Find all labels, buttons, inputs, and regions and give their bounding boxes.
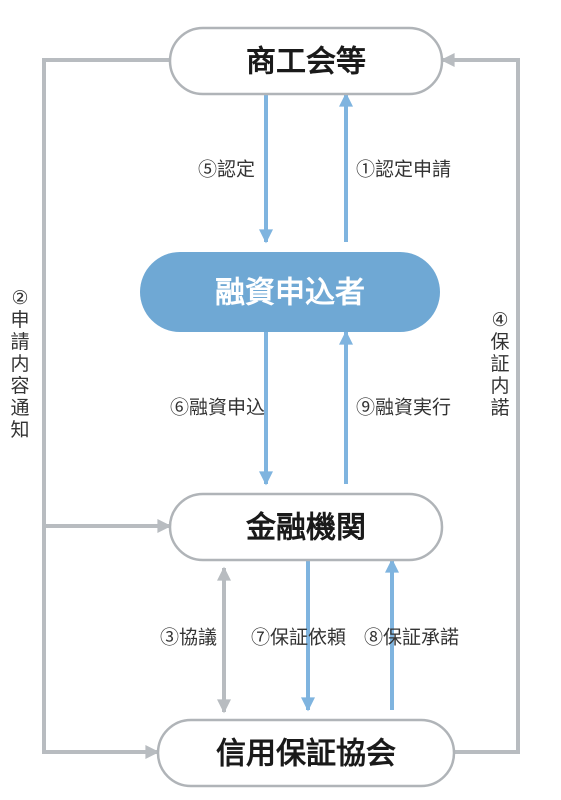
edge-label-a3: ③協議 bbox=[160, 627, 217, 649]
flow-arrow-p1 bbox=[44, 526, 158, 752]
node-label-moushikomi: 融資申込者 bbox=[215, 277, 365, 310]
edge-label-a7: ⑦保証依頼 bbox=[251, 627, 346, 649]
node-shokokai: 商工会等 bbox=[170, 28, 442, 94]
flow-diagram: ②申請内容通知 ④保証内諾 ⑤認定 ①認定申請 ⑥融資申込 ⑨融資実行 ③協議 ⑦保証依頼 ⑧保… bbox=[0, 0, 561, 800]
edge-label-a2: ②申請内容通知 bbox=[10, 288, 29, 441]
edge-label-a8: ⑧保証承諾 bbox=[364, 627, 459, 649]
edge-label-a6: ⑥融資申込 bbox=[170, 397, 265, 419]
node-label-shinyo: 信用保証協会 bbox=[216, 738, 396, 771]
node-kinyu: 金融機関 bbox=[170, 494, 442, 560]
edge-label-a1: ①認定申請 bbox=[356, 159, 451, 181]
node-moushikomi: 融資申込者 bbox=[140, 252, 440, 332]
edge-label-a5: ⑤認定 bbox=[198, 159, 255, 181]
edge-label-a9: ⑨融資実行 bbox=[356, 397, 451, 419]
node-label-shokokai: 商工会等 bbox=[246, 45, 366, 79]
node-shinyo: 信用保証協会 bbox=[158, 720, 454, 786]
edge-label-a4: ④保証内諾 bbox=[490, 310, 509, 419]
node-label-kinyu: 金融機関 bbox=[245, 511, 366, 545]
